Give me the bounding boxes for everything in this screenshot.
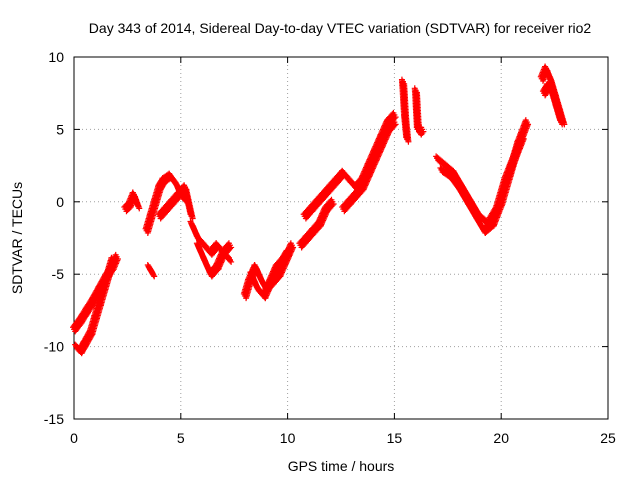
data-point <box>547 86 554 93</box>
axis-ticks: 0 5 10 15 20 25 -15 -10 -5 0 5 10 <box>44 49 616 446</box>
data-point <box>134 201 141 208</box>
data-point <box>285 251 292 258</box>
data-point <box>330 201 337 207</box>
y-tick-label: -5 <box>52 266 65 282</box>
data-point <box>559 121 566 128</box>
x-tick-label: 10 <box>280 430 296 446</box>
data-point <box>225 240 232 247</box>
data-point <box>112 251 119 258</box>
data-point <box>149 269 156 276</box>
y-tick-label: 5 <box>56 121 64 137</box>
data-point <box>228 258 235 265</box>
x-tick-label: 5 <box>177 430 185 446</box>
x-tick-label: 0 <box>70 430 78 446</box>
data-points <box>70 63 568 357</box>
data-point <box>110 258 117 265</box>
data-point <box>420 128 427 135</box>
data-point <box>418 124 425 131</box>
data-point <box>228 244 235 251</box>
plot-frame <box>73 56 609 420</box>
x-tick-label: 20 <box>493 430 509 446</box>
data-point <box>151 273 158 280</box>
data-point <box>390 117 397 124</box>
data-point <box>225 254 232 261</box>
y-tick-label: 10 <box>48 49 64 65</box>
data-point <box>392 114 399 121</box>
x-axis-label: GPS time / hours <box>288 458 395 474</box>
data-point <box>283 247 290 254</box>
y-tick-label: -10 <box>44 339 64 355</box>
data-point <box>187 211 194 218</box>
y-tick-label: 0 <box>56 194 64 210</box>
data-point <box>557 117 564 124</box>
chart-title: Day 343 of 2014, Sidereal Day-to-day VTE… <box>89 20 592 36</box>
data-point <box>525 121 532 128</box>
data-point <box>114 256 121 263</box>
data-point <box>403 134 410 141</box>
data-point <box>108 254 115 261</box>
data-point <box>287 240 294 247</box>
data-point <box>405 138 412 145</box>
data-point <box>390 109 397 116</box>
data-point <box>392 121 399 128</box>
data-point <box>148 267 155 274</box>
data-point <box>136 205 143 212</box>
data-point <box>189 215 196 222</box>
x-tick-label: 25 <box>600 430 616 446</box>
grid-lines <box>74 57 608 419</box>
data-point <box>290 244 297 251</box>
y-axis-label: SDTVAR / TECUs <box>9 182 25 294</box>
data-point <box>328 196 335 203</box>
x-tick-label: 15 <box>387 430 403 446</box>
data-point <box>522 117 529 124</box>
y-tick-label: -15 <box>44 411 64 427</box>
